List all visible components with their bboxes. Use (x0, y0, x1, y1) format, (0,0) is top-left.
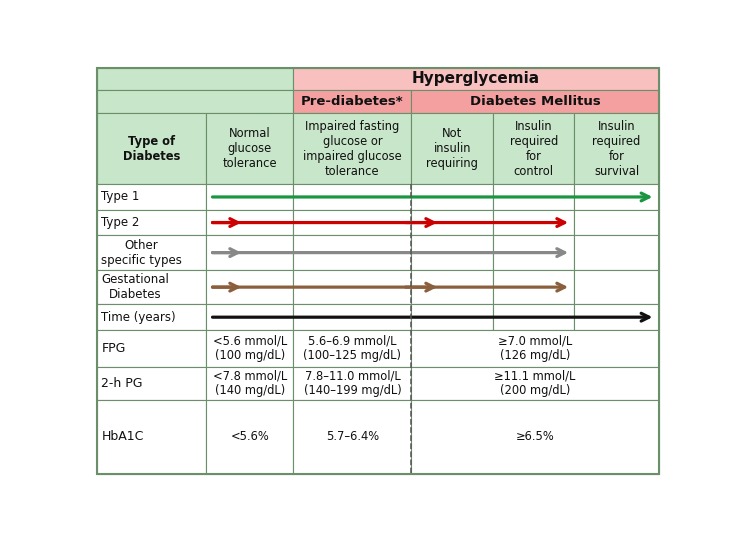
Bar (411, 210, 493, 235)
Bar (411, 304, 493, 330)
Text: Type 2: Type 2 (101, 216, 139, 229)
Bar (411, 235, 493, 270)
Text: Not
insulin
requiring: Not insulin requiring (426, 127, 478, 170)
Bar (206, 304, 293, 330)
Bar (293, 400, 411, 474)
Bar (411, 113, 493, 184)
Bar (206, 270, 293, 304)
Bar (206, 235, 293, 270)
Text: Normal
glucose
tolerance: Normal glucose tolerance (223, 127, 277, 170)
Bar (206, 367, 293, 400)
Bar (493, 184, 574, 210)
Bar (293, 184, 411, 210)
Bar (293, 367, 411, 400)
Bar (293, 330, 411, 367)
Bar (206, 400, 293, 474)
Bar (574, 184, 659, 210)
Bar (411, 91, 659, 113)
Bar (97, 91, 293, 113)
Bar (97, 68, 293, 91)
Bar (411, 367, 659, 400)
Bar (206, 210, 293, 235)
Text: Type 1: Type 1 (101, 190, 139, 204)
Bar (97, 270, 206, 304)
Bar (493, 270, 574, 304)
Text: <5.6%: <5.6% (231, 430, 269, 443)
Bar (574, 304, 659, 330)
Bar (411, 270, 493, 304)
Bar (293, 210, 411, 235)
Bar (293, 270, 411, 304)
Bar (97, 330, 206, 367)
Bar (97, 367, 206, 400)
Bar (97, 113, 206, 184)
Text: Diabetes Mellitus: Diabetes Mellitus (469, 95, 601, 108)
Bar (493, 210, 574, 235)
Bar (574, 210, 659, 235)
Bar (493, 235, 574, 270)
Text: <5.6 mmol/L
(100 mg/dL): <5.6 mmol/L (100 mg/dL) (213, 334, 287, 362)
Text: 5.6–6.9 mmol/L
(100–125 mg/dL): 5.6–6.9 mmol/L (100–125 mg/dL) (304, 334, 402, 362)
Text: Hyperglycemia: Hyperglycemia (412, 71, 540, 86)
Bar (97, 210, 206, 235)
Text: ≥6.5%: ≥6.5% (516, 430, 554, 443)
Text: Impaired fasting
glucose or
impaired glucose
tolerance: Impaired fasting glucose or impaired glu… (303, 120, 402, 177)
Text: Type of
Diabetes: Type of Diabetes (123, 135, 180, 162)
Text: Gestational
Diabetes: Gestational Diabetes (101, 273, 169, 301)
Bar (574, 235, 659, 270)
Bar (206, 113, 293, 184)
Bar (97, 304, 206, 330)
Text: <7.8 mmol/L
(140 mg/dL): <7.8 mmol/L (140 mg/dL) (213, 369, 287, 397)
Bar (411, 184, 493, 210)
Bar (293, 235, 411, 270)
Bar (411, 330, 659, 367)
Text: HbA1C: HbA1C (101, 430, 144, 443)
Text: 5.7–6.4%: 5.7–6.4% (326, 430, 379, 443)
Bar (293, 91, 411, 113)
Bar (574, 270, 659, 304)
Bar (493, 304, 574, 330)
Text: 2-h PG: 2-h PG (101, 377, 143, 390)
Bar (411, 400, 659, 474)
Bar (97, 184, 206, 210)
Bar (293, 113, 411, 184)
Text: Pre-diabetes*: Pre-diabetes* (301, 95, 404, 108)
Bar (206, 184, 293, 210)
Text: Other
specific types: Other specific types (101, 239, 182, 266)
Text: ≥11.1 mmol/L
(200 mg/dL): ≥11.1 mmol/L (200 mg/dL) (495, 369, 576, 397)
Text: Insulin
required
for
control: Insulin required for control (509, 120, 558, 177)
Bar (293, 68, 659, 91)
Text: Insulin
required
for
survival: Insulin required for survival (593, 120, 640, 177)
Bar (493, 113, 574, 184)
Text: 7.8–11.0 mmol/L
(140–199 mg/dL): 7.8–11.0 mmol/L (140–199 mg/dL) (304, 369, 401, 397)
Bar (206, 330, 293, 367)
Text: FPG: FPG (101, 342, 125, 355)
Bar (293, 304, 411, 330)
Text: Time (years): Time (years) (101, 311, 176, 324)
Bar (97, 235, 206, 270)
Bar (97, 400, 206, 474)
Bar (574, 113, 659, 184)
Text: ≥7.0 mmol/L
(126 mg/dL): ≥7.0 mmol/L (126 mg/dL) (498, 334, 572, 362)
